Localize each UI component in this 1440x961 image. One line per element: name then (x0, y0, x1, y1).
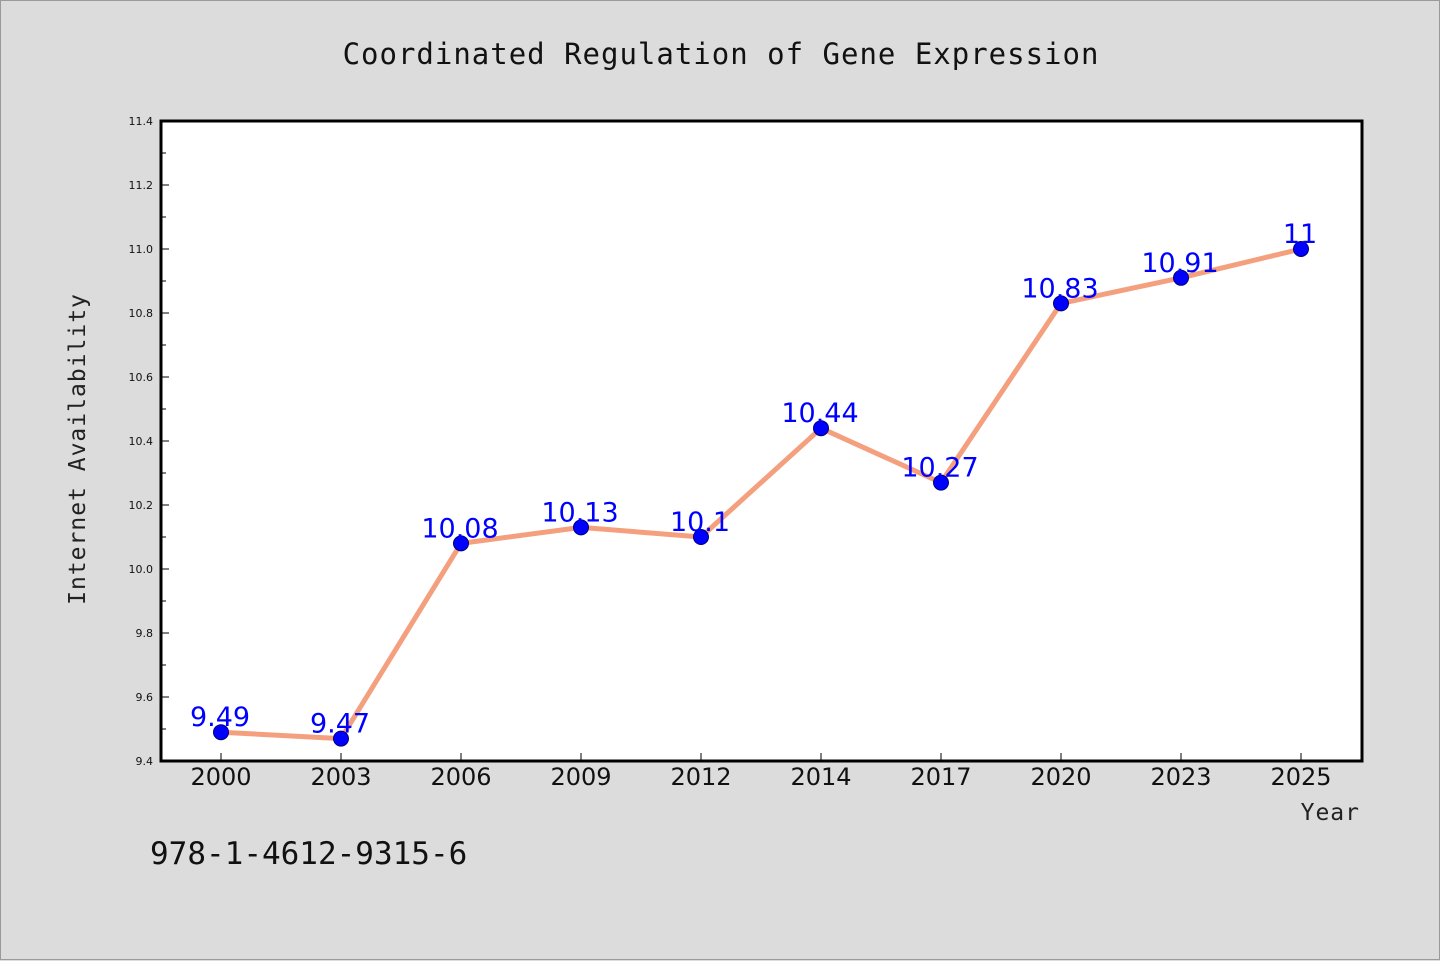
data-labels: 9.49 9.47 10.08 10.13 10.1 10.44 10.27 10.83 10.… (190, 219, 1317, 740)
data-point (933, 474, 949, 491)
data-point (573, 519, 589, 536)
data-point (693, 529, 709, 545)
data-point (213, 724, 229, 741)
data-label: 9.47 (310, 709, 370, 740)
data-point (813, 420, 829, 437)
y-tick-label: 10.4 (129, 435, 154, 448)
y-tick-label: 9.8 (136, 627, 154, 640)
x-tick-label: 2025 (1270, 763, 1331, 791)
plot-area (161, 121, 1362, 761)
data-label: 10.27 (901, 453, 978, 484)
y-tick-label: 10.0 (129, 563, 154, 576)
chart-title: Coordinated Regulation of Gene Expressio… (343, 37, 1100, 71)
x-tick-label: 2020 (1030, 763, 1091, 791)
data-label: 11 (1283, 219, 1317, 250)
x-tick-label: 2012 (670, 763, 731, 791)
y-axis-label: Internet Availability (65, 293, 91, 605)
x-axis: 2000 2003 2006 2009 2012 2014 2017 2020 2023 2025 (190, 753, 1332, 791)
x-tick-label: 2000 (190, 763, 251, 791)
x-tick-label: 2017 (910, 763, 971, 791)
plot-frame (159, 119, 1364, 763)
x-tick-label: 2006 (430, 763, 491, 791)
data-point (333, 730, 349, 747)
x-tick-label: 2009 (550, 763, 611, 791)
series-line (218, 246, 1304, 742)
x-tick-label: 2003 (310, 763, 371, 791)
data-point (1293, 241, 1309, 257)
data-label: 10.08 (421, 513, 498, 544)
data-point (1173, 269, 1189, 286)
data-label: 9.49 (190, 702, 250, 733)
y-tick-label: 11.2 (129, 179, 154, 192)
y-tick-label: 10.6 (129, 371, 154, 384)
y-tick-label: 10.8 (129, 307, 154, 320)
series-layer (213, 241, 1309, 747)
data-label: 10.83 (1021, 273, 1098, 304)
data-point (453, 535, 469, 552)
data-label: 10.1 (670, 507, 730, 538)
data-label: 10.13 (541, 497, 618, 528)
y-axis: 9.4 9.6 9.8 10.0 10.2 10.4 10.6 10.8 11.0 11.2 11.… (129, 115, 169, 768)
x-axis-label: Year (1301, 800, 1360, 826)
y-tick-label: 11.0 (129, 243, 154, 256)
data-label: 10.44 (781, 398, 858, 429)
data-point (1053, 295, 1069, 312)
y-tick-label: 9.6 (136, 691, 154, 704)
y-tick-label: 9.4 (136, 755, 154, 768)
isbn-text: 978-1-4612-9315-6 (150, 836, 467, 872)
y-tick-label: 11.4 (129, 115, 154, 128)
x-tick-label: 2023 (1150, 763, 1211, 791)
y-tick-label: 10.2 (129, 499, 154, 512)
x-tick-label: 2014 (790, 763, 851, 791)
data-label: 10.91 (1141, 248, 1218, 279)
